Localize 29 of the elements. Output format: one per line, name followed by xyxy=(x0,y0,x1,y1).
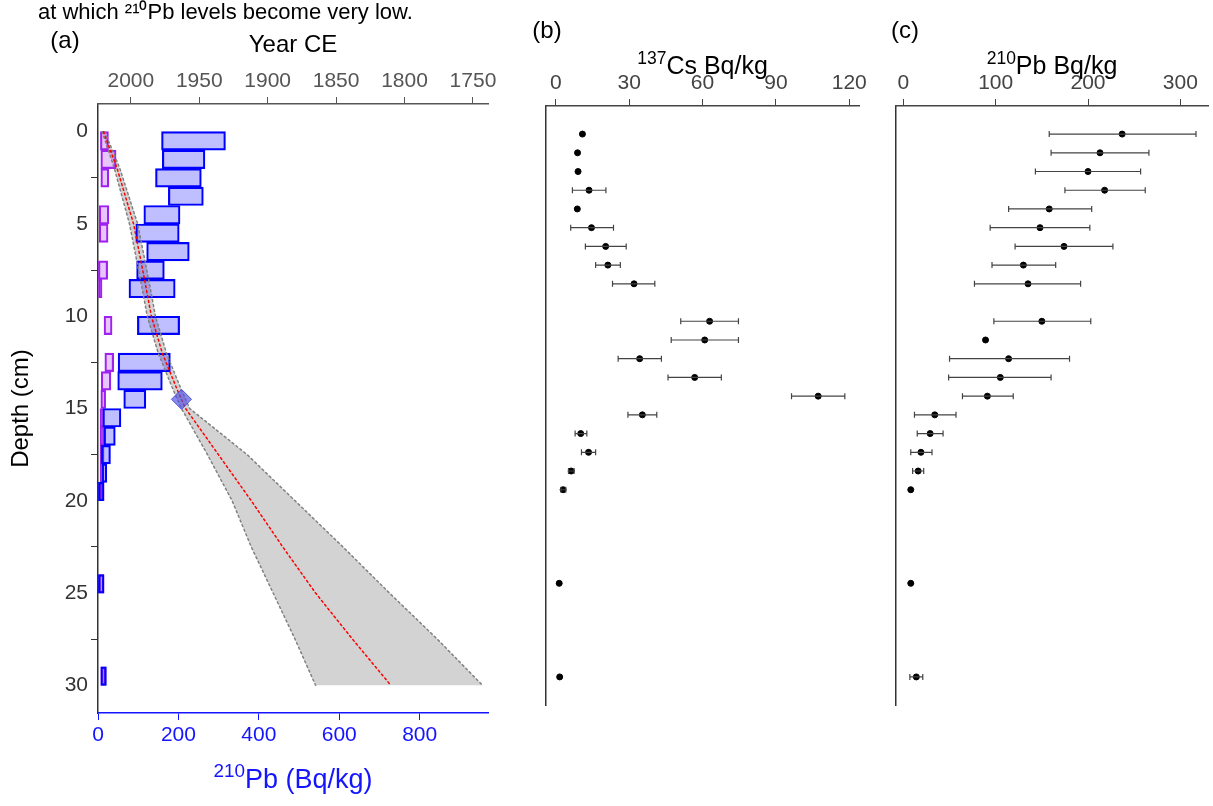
x2-tick-label: 1850 xyxy=(312,68,360,92)
y-tick-label: 20 xyxy=(64,487,88,511)
x-tick-label: 0 xyxy=(897,70,910,94)
y-tick-label: 30 xyxy=(64,672,88,696)
x2-tick-label: 1750 xyxy=(449,68,497,92)
y-tick-label: 10 xyxy=(64,303,88,327)
x-tick-label: 800 xyxy=(402,722,438,746)
x-tick-label: 300 xyxy=(1162,70,1198,94)
y-tick-label: 25 xyxy=(64,579,88,603)
x2-tick-label: 1950 xyxy=(175,68,223,92)
chart-title: (c) xyxy=(891,16,919,43)
x-tick-label: 400 xyxy=(241,722,277,746)
x-tick-label: 200 xyxy=(160,722,196,746)
x2-tick-label: 1900 xyxy=(244,68,292,92)
x2-tick-label: 2000 xyxy=(107,68,155,92)
y-axis-title: Depth (cm) xyxy=(6,349,33,468)
x-tick-label: 0 xyxy=(549,70,562,94)
x-tick-label: 600 xyxy=(321,722,357,746)
chart-title: (a) xyxy=(50,26,80,53)
x-tick-label: 0 xyxy=(92,722,104,746)
y-tick-label: 0 xyxy=(76,118,88,142)
text: at which ²¹⁰Pb levels become very low. xyxy=(38,0,413,24)
x2-tick-label: 1800 xyxy=(381,68,428,92)
x-tick-label: 120 xyxy=(831,70,867,94)
y-tick-label: 15 xyxy=(64,395,88,419)
x-tick-label: 30 xyxy=(617,70,641,94)
chart-title: (b) xyxy=(532,16,562,43)
x2-axis-title: Year CE xyxy=(248,30,338,57)
y-tick-label: 5 xyxy=(76,210,88,234)
